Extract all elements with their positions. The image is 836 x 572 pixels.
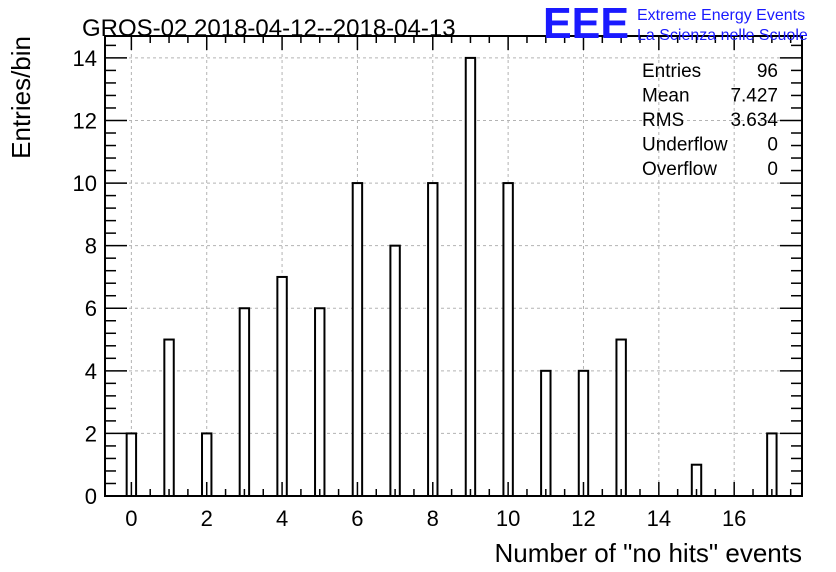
bar-13 [615, 338, 627, 497]
y-tick-label-14: 14 [73, 46, 97, 71]
x-tick-label-0: 0 [125, 506, 137, 531]
y-tick-label-0: 0 [85, 484, 97, 509]
stats-label-2: RMS [642, 110, 684, 131]
bar-10 [502, 182, 514, 497]
x-tick-label-2: 2 [201, 506, 213, 531]
bar-8 [427, 182, 439, 497]
bar-9 [464, 56, 477, 498]
stats-label-4: Overflow [642, 159, 717, 180]
x-axis-label: Number of "no hits" events [495, 538, 803, 568]
stats-value-4: 0 [767, 159, 778, 180]
y-tick-label-6: 6 [85, 296, 97, 321]
eee-logo: EEE Extreme Energy Events La Scienza nel… [543, 0, 808, 48]
logo-line-2: La Scienza nelle Scuole [637, 27, 808, 44]
stats-label-3: Underflow [642, 135, 728, 156]
stats-value-2: 3.634 [730, 110, 778, 131]
y-tick-label-12: 12 [73, 108, 97, 133]
stats-label-0: Entries [642, 61, 701, 82]
x-tick-labels: 0 2 4 6 8 10 12 14 16 [125, 506, 746, 531]
y-axis-label: Entries/bin [6, 36, 36, 159]
eee-logo-mark: EEE [543, 0, 629, 48]
bar-3 [238, 307, 251, 497]
y-tick-label-4: 4 [85, 359, 97, 384]
stats-value-1: 7.427 [730, 86, 778, 107]
axis-ticks [105, 36, 802, 497]
bar-17 [766, 432, 778, 498]
x-tick-label-6: 6 [351, 506, 363, 531]
grid-lines [105, 36, 802, 496]
plot-frame [104, 35, 803, 497]
x-tick-label-8: 8 [427, 506, 439, 531]
bar-1 [163, 338, 175, 497]
y-tick-label-10: 10 [73, 171, 97, 196]
bar-5 [314, 307, 326, 497]
stats-value-3: 0 [767, 135, 778, 156]
bar-6 [351, 182, 364, 497]
y-tick-labels: 0 2 4 6 8 10 12 14 [73, 46, 97, 509]
x-tick-label-14: 14 [647, 506, 671, 531]
stats-value-0: 96 [757, 61, 778, 82]
bar-11 [540, 369, 552, 497]
bar-12 [577, 369, 590, 497]
x-tick-label-10: 10 [496, 506, 520, 531]
x-tick-label-12: 12 [571, 506, 595, 531]
x-tick-label-4: 4 [276, 506, 288, 531]
bar-7 [389, 244, 401, 497]
chart-title: GROS-02 2018-04-12--2018-04-13 [82, 15, 456, 42]
stats-label-1: Mean [642, 86, 690, 107]
bar-4 [276, 275, 288, 498]
x-tick-label-16: 16 [722, 506, 746, 531]
logo-line-1: Extreme Energy Events [637, 7, 805, 24]
y-tick-label-8: 8 [85, 234, 97, 259]
y-tick-label-2: 2 [85, 421, 97, 446]
